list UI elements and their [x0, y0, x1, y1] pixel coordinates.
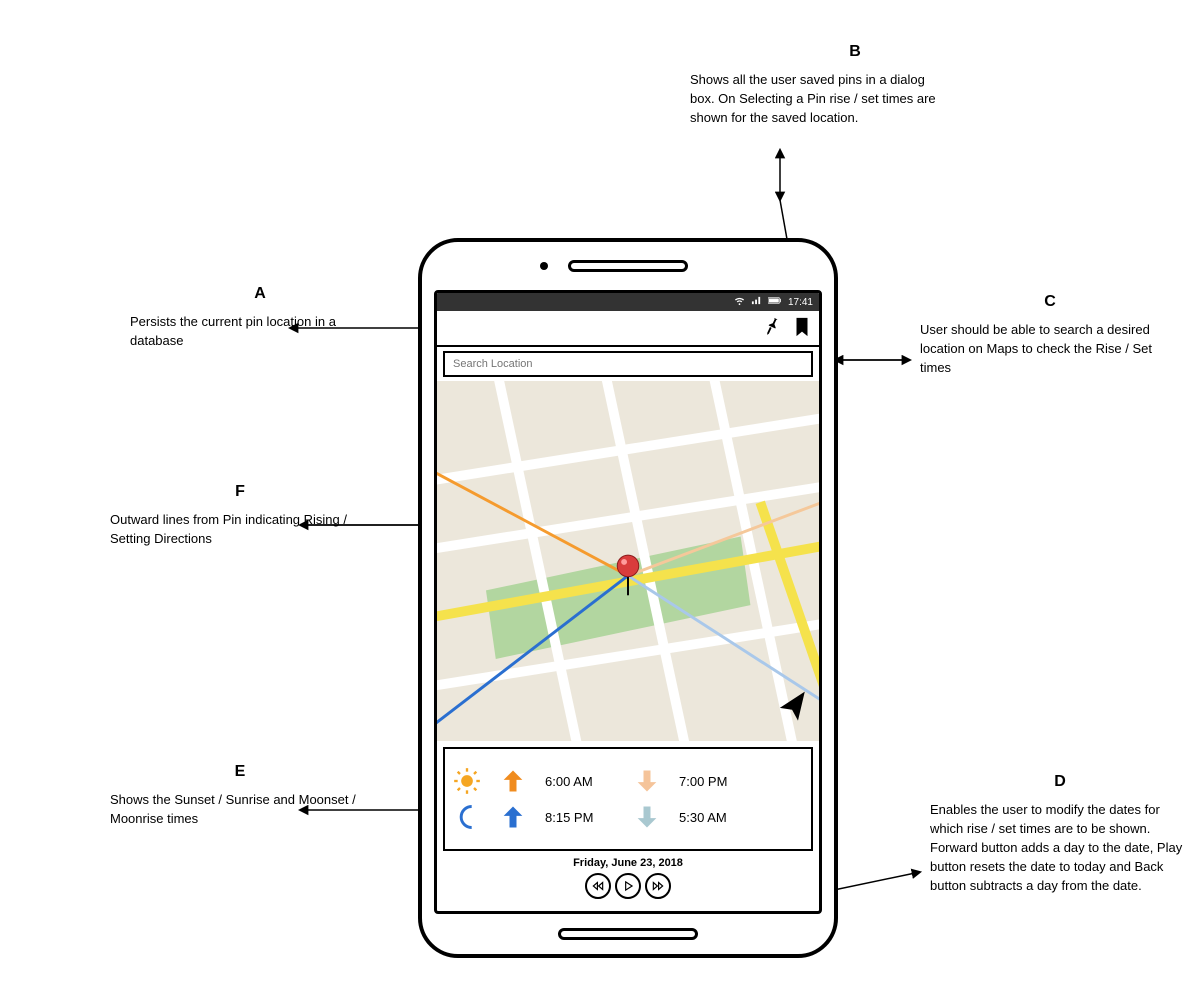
forward-icon: [651, 879, 665, 893]
sun-icon: [453, 767, 481, 795]
callout-b-text: Shows all the user saved pins in a dialo…: [690, 71, 950, 128]
saved-pins-button[interactable]: [791, 316, 813, 341]
status-bar: 17:41: [437, 293, 819, 311]
date-controls: [437, 873, 819, 899]
prev-day-button[interactable]: [585, 873, 611, 899]
sunrise-time: 6:00 AM: [545, 774, 615, 789]
pin-icon: [761, 316, 783, 338]
phone-screen: 17:41: [434, 290, 822, 914]
callout-a-text: Persists the current pin location in a d…: [130, 313, 390, 351]
next-day-button[interactable]: [645, 873, 671, 899]
map-view[interactable]: [437, 381, 819, 741]
callout-c-letter: C: [920, 290, 1180, 313]
phone-home-bar: [558, 928, 698, 940]
battery-icon: [768, 296, 782, 308]
callout-d: D Enables the user to modify the dates f…: [930, 770, 1190, 895]
arrow-down-icon: [633, 767, 661, 795]
rise-set-panel: 6:00 AM 7:00 PM 8:15 PM 5:30 AM: [443, 747, 813, 851]
bookmark-icon: [791, 316, 813, 338]
callout-f: F Outward lines from Pin indicating Risi…: [110, 480, 370, 549]
callout-d-text: Enables the user to modify the dates for…: [930, 801, 1190, 895]
phone-frame: 17:41: [418, 238, 838, 958]
callout-b-letter: B: [760, 40, 950, 63]
signal-icon: [751, 295, 762, 309]
play-icon: [621, 879, 635, 893]
moon-icon: [453, 803, 481, 831]
callout-e: E Shows the Sunset / Sunrise and Moonset…: [110, 760, 370, 829]
today-button[interactable]: [615, 873, 641, 899]
callout-c-text: User should be able to search a desired …: [920, 321, 1180, 378]
phone-camera: [540, 262, 548, 270]
moonset-time: 5:30 AM: [679, 810, 749, 825]
callout-c: C User should be able to search a desire…: [920, 290, 1180, 378]
callout-b: B Shows all the user saved pins in a dia…: [690, 40, 950, 128]
phone-speaker: [568, 260, 688, 272]
callout-d-letter: D: [930, 770, 1190, 793]
callout-a-letter: A: [130, 282, 390, 305]
arrow-up-icon: [499, 803, 527, 831]
moon-row: 8:15 PM 5:30 AM: [453, 803, 803, 831]
search-input[interactable]: [451, 357, 805, 371]
map-svg: [437, 381, 819, 741]
app-toolbar: [437, 311, 819, 347]
callout-e-text: Shows the Sunset / Sunrise and Moonset /…: [110, 791, 370, 829]
search-location[interactable]: [443, 351, 813, 377]
save-pin-button[interactable]: [761, 316, 783, 341]
sun-row: 6:00 AM 7:00 PM: [453, 767, 803, 795]
status-time: 17:41: [788, 297, 813, 308]
arrow-up-icon: [499, 767, 527, 795]
callout-e-letter: E: [110, 760, 370, 783]
rewind-icon: [591, 879, 605, 893]
moonrise-time: 8:15 PM: [545, 810, 615, 825]
date-label: Friday, June 23, 2018: [437, 857, 819, 869]
wifi-icon: [734, 295, 745, 309]
callout-a: A Persists the current pin location in a…: [130, 282, 390, 351]
callout-f-letter: F: [110, 480, 370, 503]
sunset-time: 7:00 PM: [679, 774, 749, 789]
callout-f-text: Outward lines from Pin indicating Rising…: [110, 511, 370, 549]
arrow-down-icon: [633, 803, 661, 831]
